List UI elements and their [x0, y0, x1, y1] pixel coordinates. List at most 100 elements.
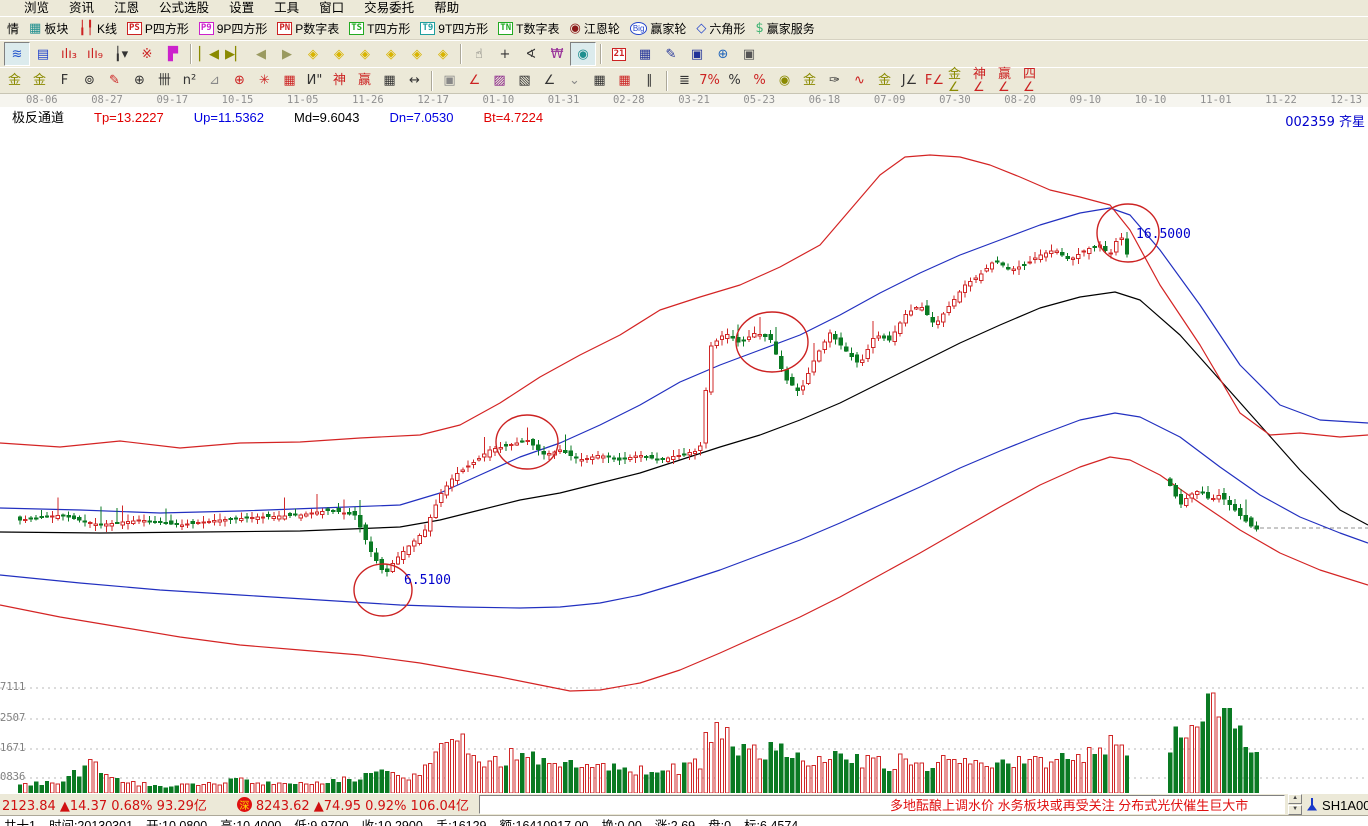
pattern-button[interactable]: ※: [134, 42, 160, 66]
spiral-button[interactable]: ⊚: [77, 69, 102, 92]
gold-tool-2-button[interactable]: 金: [27, 69, 52, 92]
angle-tool-button[interactable]: ∢: [518, 42, 544, 66]
bars-3-button[interactable]: ılı₃: [56, 42, 82, 66]
distribution-button[interactable]: ▛: [160, 42, 186, 66]
grid-red-button[interactable]: ▦: [277, 69, 302, 92]
si-angle-button[interactable]: 四∠: [1022, 68, 1047, 94]
screen-save-button[interactable]: ▣: [684, 42, 710, 66]
ying-angle-button[interactable]: 赢∠: [997, 68, 1022, 94]
first-page-button[interactable]: ▏◀: [196, 42, 222, 66]
gold-angle-button[interactable]: 金∠: [947, 68, 972, 94]
parallel-button[interactable]: ∥: [637, 69, 662, 92]
menu-item-1[interactable]: 资讯: [69, 1, 95, 15]
diamond-all-button[interactable]: ◈: [430, 42, 456, 66]
diamond-expand-button[interactable]: ◈: [378, 42, 404, 66]
menu-item-4[interactable]: 设置: [229, 1, 255, 15]
h-span-button[interactable]: ↔: [402, 69, 427, 92]
web-button[interactable]: ⊕: [710, 42, 736, 66]
prev-button[interactable]: ◀: [248, 42, 274, 66]
menu-item-0[interactable]: 浏览: [24, 1, 50, 15]
info-doc-button[interactable]: ▤: [30, 42, 56, 66]
diamond-shrink-button[interactable]: ◈: [352, 42, 378, 66]
wave-button[interactable]: ∿: [847, 69, 872, 92]
next-button[interactable]: ▶: [274, 42, 300, 66]
diamond-left-button[interactable]: ◈: [300, 42, 326, 66]
p9-square-button-icon: P9: [198, 21, 214, 35]
t-number-table-button[interactable]: TN T数字表: [493, 19, 564, 38]
notepad-button[interactable]: ✎: [658, 42, 684, 66]
candle-style-button[interactable]: ╽▾: [108, 42, 134, 66]
menu-item-6[interactable]: 窗口: [319, 1, 345, 15]
shen-angle-button[interactable]: 神∠: [972, 68, 997, 94]
spinner-up-button[interactable]: ▲: [1288, 794, 1303, 804]
t-square-button[interactable]: TS T四方形: [344, 19, 415, 38]
n-square-button[interactable]: n²: [177, 69, 202, 92]
ink-button[interactable]: ✑: [822, 69, 847, 92]
snow-button[interactable]: ✳: [252, 69, 277, 92]
menu-item-3[interactable]: 公式选股: [159, 1, 210, 15]
diamond-right-button-icon: ◈: [334, 46, 344, 62]
gold-circle-button[interactable]: ◉: [772, 69, 797, 92]
computer-button[interactable]: ▣: [736, 42, 762, 66]
fan-fill-button[interactable]: ▨: [487, 69, 512, 92]
menu-item-5[interactable]: 工具: [274, 1, 300, 15]
box-tool-button[interactable]: ▣: [437, 69, 462, 92]
j-angle-button[interactable]: J∠: [897, 69, 922, 92]
target-button[interactable]: ⊕: [227, 69, 252, 92]
pan-hand-button[interactable]: ☝: [466, 42, 492, 66]
pct-line-button[interactable]: %: [747, 69, 772, 92]
volume-axis-label-2: 1671: [0, 742, 26, 754]
gold-tool-1-button[interactable]: 金: [2, 69, 27, 92]
diamond-right-button[interactable]: ◈: [326, 42, 352, 66]
t9-square-button[interactable]: T9 9T四方形: [415, 19, 493, 38]
p9-square-button[interactable]: P9 9P四方形: [194, 19, 273, 38]
gann-tree-button[interactable]: ₩: [544, 42, 570, 66]
chart-area[interactable]: 极反通道 Tp=13.2227 Up=11.5362 Md=9.6043 Dn=7.0…: [0, 107, 1368, 793]
crosshair-button[interactable]: +: [492, 42, 518, 66]
p-number-table-button[interactable]: PN P数字表: [272, 19, 344, 38]
airbrush-button[interactable]: ✎: [102, 69, 127, 92]
ying-tool-button[interactable]: 赢: [352, 69, 377, 92]
winner-service-button[interactable]: $ 赢家服务: [750, 19, 819, 38]
pct-7-button[interactable]: 7%: [697, 69, 722, 92]
mirror-button[interactable]: ⊿: [202, 69, 227, 92]
price-volume-canvas[interactable]: [0, 107, 1368, 793]
scale-list-button[interactable]: ≣: [672, 69, 697, 92]
calculator-button[interactable]: ▦: [632, 42, 658, 66]
menu-item-8[interactable]: 帮助: [434, 1, 460, 15]
hexagon-button[interactable]: ◇ 六角形: [691, 19, 750, 38]
shade-box-button[interactable]: ▧: [512, 69, 537, 92]
gann-wheel-button[interactable]: ◉ 江恩轮: [564, 19, 624, 38]
compass-button[interactable]: ⊕: [127, 69, 152, 92]
gold-2-button[interactable]: 金: [872, 69, 897, 92]
grid-b-button[interactable]: ▦: [612, 69, 637, 92]
grid-a-button[interactable]: ▦: [587, 69, 612, 92]
calendar-button[interactable]: 21: [606, 42, 632, 66]
spinner-down-button[interactable]: ▼: [1288, 805, 1303, 815]
p-square-button[interactable]: PS P四方形: [122, 19, 194, 38]
menu-item-7[interactable]: 交易委托: [364, 1, 415, 15]
menu-item-2[interactable]: 江恩: [114, 1, 140, 15]
kline-button[interactable]: ╽╿ K线: [73, 19, 122, 38]
bars-9-button[interactable]: ılı₉: [82, 42, 108, 66]
f-tool-button[interactable]: F: [52, 69, 77, 92]
grid-123-button-icon: ▦: [383, 73, 396, 88]
f-angle-button[interactable]: F∠: [922, 69, 947, 92]
last-page-button[interactable]: ▶▏: [222, 42, 248, 66]
sectors-button[interactable]: ▦ 板块: [24, 19, 73, 38]
shen-tool-button[interactable]: 神: [327, 69, 352, 92]
pct-line-button-icon: %: [753, 73, 766, 88]
brain-button[interactable]: ◉: [570, 42, 596, 66]
wave-mark-button[interactable]: И": [302, 69, 327, 92]
date-tick-18: 11-01: [1199, 94, 1232, 106]
angle-line-button[interactable]: ∠: [537, 69, 562, 92]
gold-line-button[interactable]: 金: [797, 69, 822, 92]
winner-wheel-button[interactable]: Big 赢家轮: [625, 19, 692, 38]
chart-image-button[interactable]: ≋: [4, 42, 30, 66]
grid-123-button[interactable]: ▦: [377, 69, 402, 92]
diamond-center-button[interactable]: ◈: [404, 42, 430, 66]
pct-button[interactable]: %: [722, 69, 747, 92]
fan-red-button[interactable]: ∠: [462, 69, 487, 92]
check-line-button[interactable]: ⌄: [562, 69, 587, 92]
ruler-ticks-button[interactable]: 卌: [152, 69, 177, 92]
